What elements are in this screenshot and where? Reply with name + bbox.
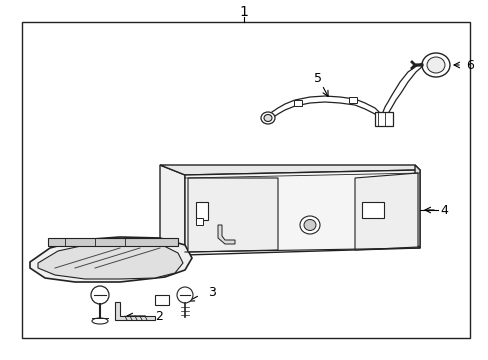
Polygon shape — [184, 170, 419, 255]
Text: 6: 6 — [465, 59, 473, 72]
Polygon shape — [187, 178, 278, 252]
Bar — [361, 202, 383, 218]
Circle shape — [91, 286, 109, 304]
Polygon shape — [30, 237, 192, 282]
Ellipse shape — [261, 112, 274, 124]
Text: 4: 4 — [439, 203, 447, 216]
Ellipse shape — [92, 318, 108, 324]
Polygon shape — [414, 165, 419, 248]
FancyBboxPatch shape — [48, 238, 178, 246]
Text: 5: 5 — [313, 72, 321, 85]
Bar — [22, 22, 469, 338]
Polygon shape — [160, 165, 419, 175]
Bar — [293, 100, 302, 106]
Ellipse shape — [426, 57, 444, 73]
Bar — [374, 112, 392, 126]
Ellipse shape — [264, 114, 271, 122]
Bar — [196, 202, 207, 220]
Bar — [196, 218, 203, 225]
Bar — [348, 97, 356, 103]
Text: 2: 2 — [155, 310, 163, 323]
Polygon shape — [115, 302, 155, 320]
Text: 1: 1 — [239, 5, 248, 19]
Ellipse shape — [299, 216, 319, 234]
Polygon shape — [218, 225, 235, 244]
Ellipse shape — [421, 53, 449, 77]
Circle shape — [177, 287, 193, 303]
Ellipse shape — [304, 220, 315, 230]
Polygon shape — [354, 173, 417, 250]
Polygon shape — [160, 165, 184, 255]
Polygon shape — [38, 242, 183, 279]
Bar — [155, 295, 169, 305]
Text: 3: 3 — [207, 285, 215, 298]
